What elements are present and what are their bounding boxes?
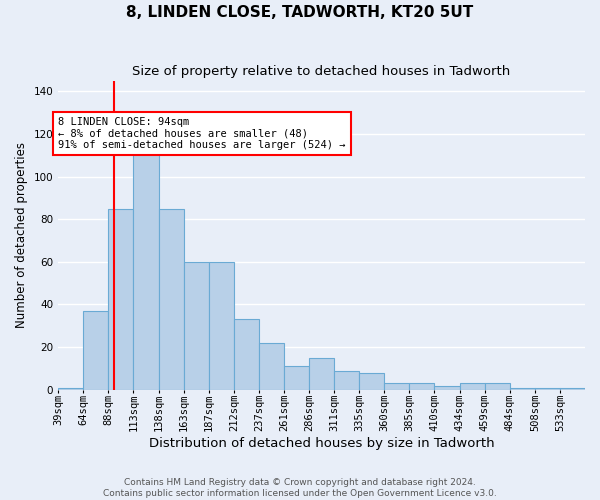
Bar — [259, 343, 284, 390]
Bar — [460, 384, 485, 390]
Bar — [434, 386, 460, 390]
Bar — [535, 388, 560, 390]
Y-axis label: Number of detached properties: Number of detached properties — [15, 142, 28, 328]
X-axis label: Distribution of detached houses by size in Tadworth: Distribution of detached houses by size … — [149, 437, 494, 450]
Bar — [309, 358, 334, 390]
Bar — [284, 366, 309, 390]
Bar — [510, 388, 535, 390]
Bar — [109, 208, 133, 390]
Bar — [209, 262, 234, 390]
Bar — [334, 370, 359, 390]
Bar — [560, 388, 585, 390]
Text: 8, LINDEN CLOSE, TADWORTH, KT20 5UT: 8, LINDEN CLOSE, TADWORTH, KT20 5UT — [127, 5, 473, 20]
Bar — [234, 320, 259, 390]
Bar — [58, 388, 83, 390]
Bar — [158, 208, 184, 390]
Bar — [409, 384, 434, 390]
Bar — [83, 311, 109, 390]
Bar — [485, 384, 510, 390]
Bar — [133, 138, 158, 390]
Title: Size of property relative to detached houses in Tadworth: Size of property relative to detached ho… — [133, 65, 511, 78]
Text: 8 LINDEN CLOSE: 94sqm
← 8% of detached houses are smaller (48)
91% of semi-detac: 8 LINDEN CLOSE: 94sqm ← 8% of detached h… — [58, 117, 346, 150]
Bar — [385, 384, 409, 390]
Bar — [184, 262, 209, 390]
Text: Contains HM Land Registry data © Crown copyright and database right 2024.
Contai: Contains HM Land Registry data © Crown c… — [103, 478, 497, 498]
Bar — [359, 372, 385, 390]
